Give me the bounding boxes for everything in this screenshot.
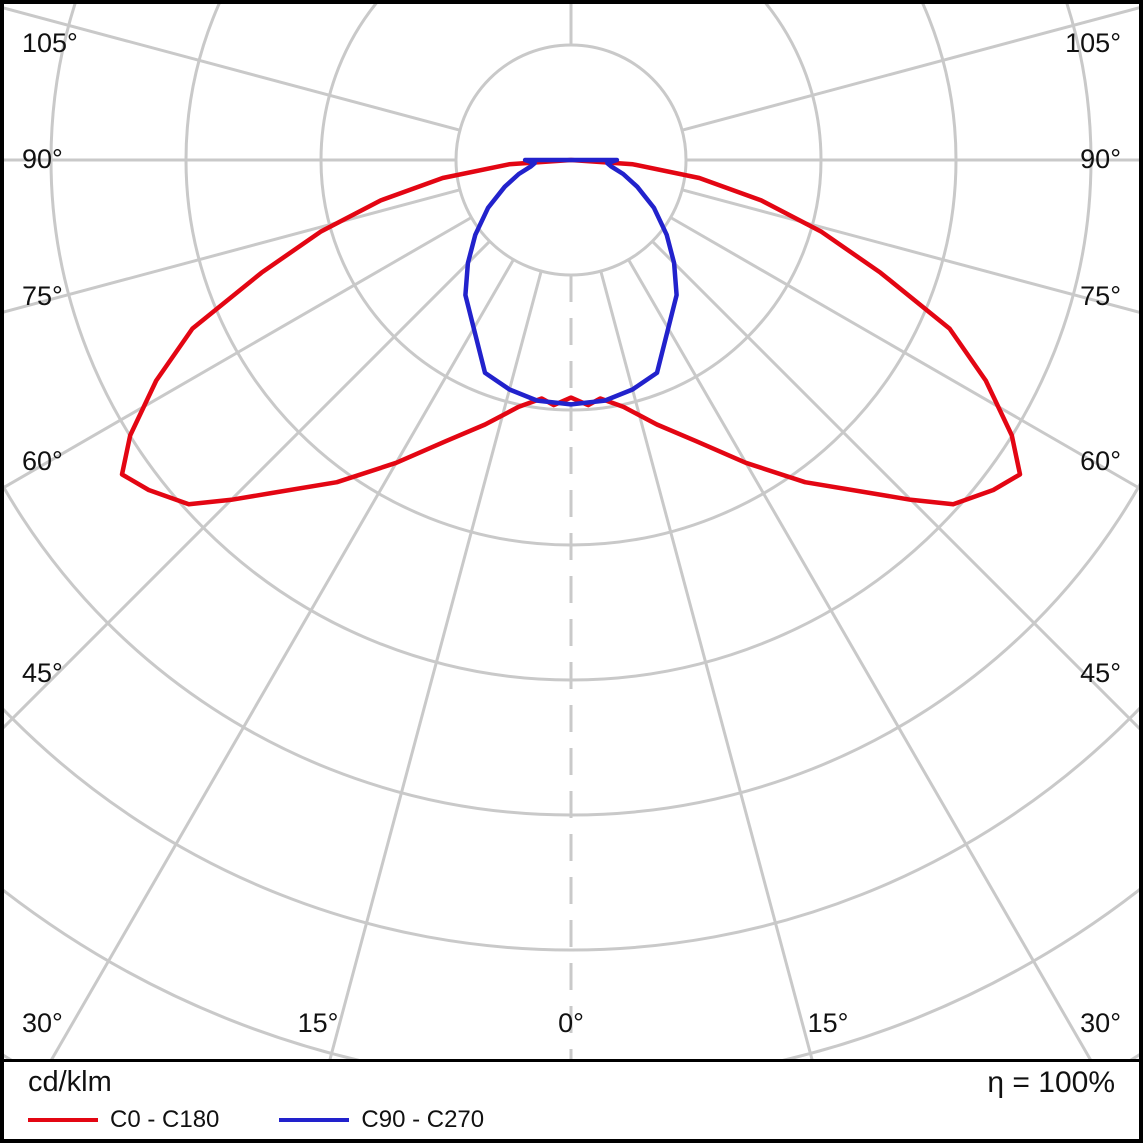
angle-tick-label: 105° [1065, 28, 1121, 58]
angle-tick-label: 60° [1080, 446, 1121, 476]
grid-ray [669, 216, 1139, 490]
angle-tick-label: 30° [22, 1008, 63, 1038]
angle-tick-label: 105° [22, 28, 78, 58]
legend-bar: cd/klm η = 100% C0 - C180 C90 - C270 [4, 1059, 1139, 1139]
angle-tick-label: 60° [22, 446, 63, 476]
angle-tick-label: 30° [1080, 1008, 1121, 1038]
legend-entry-label: C0 - C180 [110, 1106, 220, 1133]
unit-label: cd/klm [28, 1066, 112, 1098]
angle-tick-label: 45° [22, 658, 63, 688]
grid-ray [681, 6, 1139, 132]
angle-tick-label: 0° [558, 1008, 584, 1038]
grid-ray [651, 240, 1139, 731]
angle-tick-label: 90° [22, 144, 63, 174]
grid-ray [50, 258, 515, 1059]
angle-tick-label: 15° [808, 1008, 849, 1038]
polar-grid [4, 4, 1139, 1059]
angle-tick-label: 15° [298, 1008, 339, 1038]
polar-plot-area: 105° 90° 75° 60° 45° 30° 105° 90° 75° 60° 45° 30° 15… [4, 4, 1139, 1059]
grid-ray [4, 6, 461, 132]
grid-ring [4, 706, 1139, 952]
angle-tick-label: 45° [1080, 658, 1121, 688]
angle-tick-label: 75° [1080, 281, 1121, 311]
legend-entry-c90-c270: C90 - C270 [279, 1106, 484, 1134]
legend-entry-label: C90 - C270 [361, 1106, 485, 1133]
legend-top-row: cd/klm η = 100% [28, 1066, 1115, 1100]
grid-ray [4, 216, 473, 490]
efficiency-label: η = 100% [987, 1066, 1115, 1099]
grid-ray [627, 258, 1092, 1059]
series-color-line-red [28, 1118, 98, 1122]
grid-ray [4, 240, 491, 730]
angle-tick-label: 75° [22, 281, 63, 311]
grid-ray [681, 188, 1139, 314]
grid-ray [4, 188, 461, 314]
legend-entry-c0-c180: C0 - C180 [28, 1106, 219, 1134]
series-curve-C0-C180 [119, 157, 1023, 507]
series-curve-C90-C270 [463, 157, 679, 407]
grid-ray [328, 270, 543, 1059]
series-color-line-blue [279, 1118, 350, 1122]
grid-ray [599, 270, 814, 1059]
polar-chart: 105° 90° 75° 60° 45° 30° 105° 90° 75° 60° 45° 30° 15… [4, 4, 1139, 1059]
angle-tick-label: 90° [1080, 144, 1121, 174]
legend-entries: C0 - C180 C90 - C270 [28, 1106, 1115, 1134]
